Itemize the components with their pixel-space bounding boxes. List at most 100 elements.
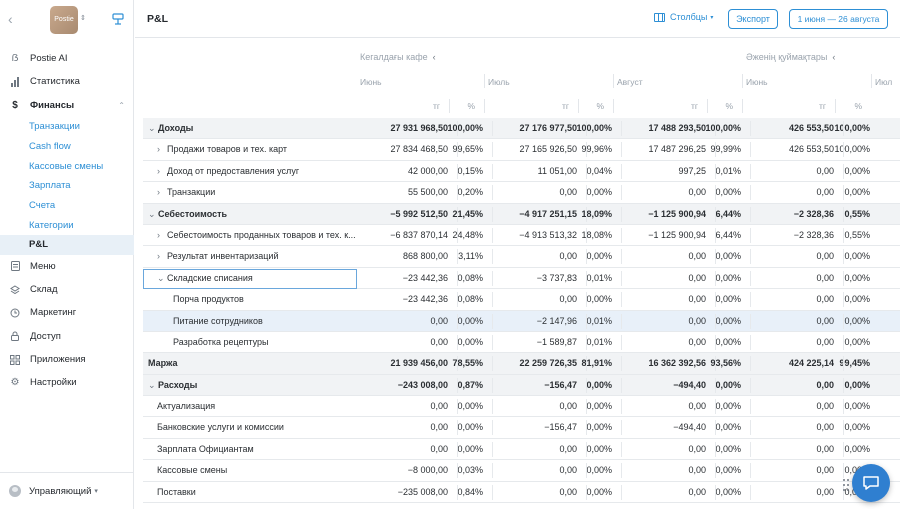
column-divider [586, 292, 587, 308]
month-label: Июль [488, 77, 510, 87]
amount-cell: 0,00 [559, 251, 577, 262]
nav-statistics[interactable]: Статистика [0, 70, 134, 93]
table-row[interactable]: ⌄ Себестоимость −5 992 512,50 21,45% −4 917 … [143, 203, 900, 225]
column-divider [715, 334, 716, 350]
back-arrow-icon[interactable]: ‹ [8, 11, 13, 27]
venue-switch-icon[interactable]: ⇕ [80, 15, 86, 22]
nav-transactions[interactable]: Транзакции [29, 121, 80, 133]
venue-logo[interactable]: Postie [50, 6, 78, 34]
percent-cell: 78,55% [452, 358, 483, 369]
table-row[interactable]: Зарплата Официантам 0,00 0,00% 0,00 0,00% 0,0… [143, 439, 900, 461]
column-divider [449, 99, 450, 113]
chevron-right-icon[interactable]: › [157, 187, 160, 198]
table-row[interactable]: Порча продуктов −23 442,36 0,08% 0,00 0,00% 0… [143, 289, 900, 311]
table-row[interactable]: Кассовые смены −8 000,00 0,03% 0,00 0,00% 0,0… [143, 460, 900, 482]
export-button[interactable]: Экспорт [728, 9, 778, 29]
nav-accounts[interactable]: Счета [29, 199, 56, 211]
column-divider [750, 484, 751, 500]
column-divider [457, 185, 458, 201]
pin-sidebar-icon[interactable] [111, 12, 125, 26]
table-row[interactable]: Питание сотрудников 0,00 0,00% −2 147,96 0,0… [143, 310, 900, 332]
table-row[interactable]: Маржа 21 939 456,00 78,55% 22 259 726,35 81,… [143, 353, 900, 375]
group-label: Әженің қуймақтары [746, 52, 828, 62]
unit-percent-label: % [596, 101, 604, 111]
nav-cash-flow[interactable]: Cash flow [29, 140, 71, 152]
column-divider [621, 377, 622, 393]
nav-label: Postie AI [30, 53, 68, 65]
columns-label: Столбцы [670, 12, 708, 22]
layers-icon [9, 284, 21, 296]
column-divider [492, 249, 493, 265]
percent-cell: 0,01% [586, 336, 612, 347]
chat-support-button[interactable] [852, 464, 890, 502]
column-divider [492, 377, 493, 393]
amount-cell: 0,00 [688, 465, 706, 476]
chevron-right-icon[interactable]: › [157, 165, 160, 176]
column-divider [843, 292, 844, 308]
row-label: Доходы [158, 123, 194, 133]
amount-cell: 21 939 456,00 [390, 358, 448, 369]
percent-cell: 100,00% [834, 144, 870, 155]
group-header-kuymak[interactable]: Әженің қуймақтары ‹ [746, 52, 835, 62]
column-divider [750, 377, 751, 393]
chevron-down-icon[interactable]: ⌄ [148, 123, 156, 133]
table-row[interactable]: Разработка рецептуры 0,00 0,00% −1 589,87 0,… [143, 332, 900, 354]
chevron-right-icon[interactable]: › [157, 229, 160, 240]
table-row[interactable]: › Транзакции 55 500,00 0,20% 0,00 0,00% 0,00 0,… [143, 182, 900, 204]
chevron-down-icon[interactable]: ⌄ [157, 272, 165, 283]
nav-settings[interactable]: ⚙ Настройки [0, 371, 134, 394]
table-row[interactable]: Поставки −235 008,00 0,84% 0,00 0,00% 0,00 0,0… [143, 482, 900, 504]
nav-label: Статистика [30, 76, 80, 88]
table-row[interactable]: › Результат инвентаризаций 868 800,00 3,11%… [143, 246, 900, 268]
nav-marketing[interactable]: Маркетинг [0, 301, 134, 324]
nav-menu[interactable]: Меню [0, 255, 134, 278]
chevron-down-icon[interactable]: ⌄ [148, 208, 156, 219]
column-divider [715, 185, 716, 201]
amount-cell: −1 125 900,94 [648, 229, 706, 240]
nav-postie-ai[interactable]: ẞ Postie AI [0, 47, 134, 70]
column-divider [492, 484, 493, 500]
column-divider [715, 441, 716, 457]
table-row[interactable]: Банковские услуги и комиссии 0,00 0,00% −15… [143, 417, 900, 439]
table-row[interactable]: ⌄ Складские списания −23 442,36 0,08% −3 737… [143, 268, 900, 290]
column-divider [586, 270, 587, 286]
percent-cell: 0,00% [844, 251, 870, 262]
percent-cell: 0,00% [844, 336, 870, 347]
nav-warehouse[interactable]: Склад [0, 278, 134, 301]
chevron-down-icon[interactable]: ⌄ [148, 379, 156, 390]
nav-finance[interactable]: $ Финансы ⌃ [0, 94, 134, 117]
focus-outline [143, 268, 357, 289]
columns-button[interactable]: Столбцы ▾ [654, 12, 713, 22]
table-row[interactable]: Актуализация 0,00 0,00% 0,00 0,00% 0,00 0,00% 0… [143, 396, 900, 418]
amount-cell: −2 328,36 [793, 229, 834, 240]
table-row[interactable]: ⌄ Доходы 27 931 968,50 100,00% 27 176 977,50… [143, 118, 900, 140]
chevron-right-icon[interactable]: › [157, 144, 160, 155]
nav-apps[interactable]: Приложения [0, 348, 134, 371]
chevron-down-icon: ▾ [94, 488, 98, 495]
percent-cell: 0,00% [715, 465, 741, 476]
nav-label: Приложения [30, 354, 86, 366]
table-row[interactable]: › Доход от предоставления услуг 42 000,00 0… [143, 161, 900, 183]
table-row[interactable]: › Себестоимость проданных товаров и тех. … [143, 225, 900, 247]
nav-cash-shifts[interactable]: Кассовые смены [29, 160, 104, 172]
drag-handle-icon[interactable] [842, 478, 850, 492]
nav-salary[interactable]: Зарплата [29, 180, 71, 192]
user-menu[interactable]: Управляющий ▾ [0, 472, 134, 509]
percent-cell: 99,65% [452, 144, 483, 155]
column-divider [750, 399, 751, 415]
chevron-right-icon[interactable]: › [157, 251, 160, 262]
group-header-cafe[interactable]: Кегалдағы кафе ‹ [360, 52, 436, 62]
row-name: Кассовые смены [157, 460, 357, 481]
nav-pnl[interactable]: P&L [0, 235, 134, 255]
row-name: Зарплата Официантам [157, 439, 357, 460]
nav-categories[interactable]: Категории [29, 219, 74, 231]
nav-access[interactable]: Доступ [0, 325, 134, 348]
column-divider [457, 399, 458, 415]
table-row[interactable]: ⌄ Расходы −243 008,00 0,87% −156,47 0,00% −494… [143, 374, 900, 397]
percent-cell: 6,44% [715, 229, 741, 240]
percent-cell: 0,03% [457, 465, 483, 476]
table-row[interactable]: › Продажи товаров и тех. карт 27 834 468,5… [143, 139, 900, 161]
date-range-button[interactable]: 1 июня — 26 августа [789, 9, 888, 29]
percent-cell: 81,91% [581, 358, 612, 369]
main-nav: ẞ Postie AI Статистика $ Финансы ⌃ Транзакц… [0, 47, 134, 394]
